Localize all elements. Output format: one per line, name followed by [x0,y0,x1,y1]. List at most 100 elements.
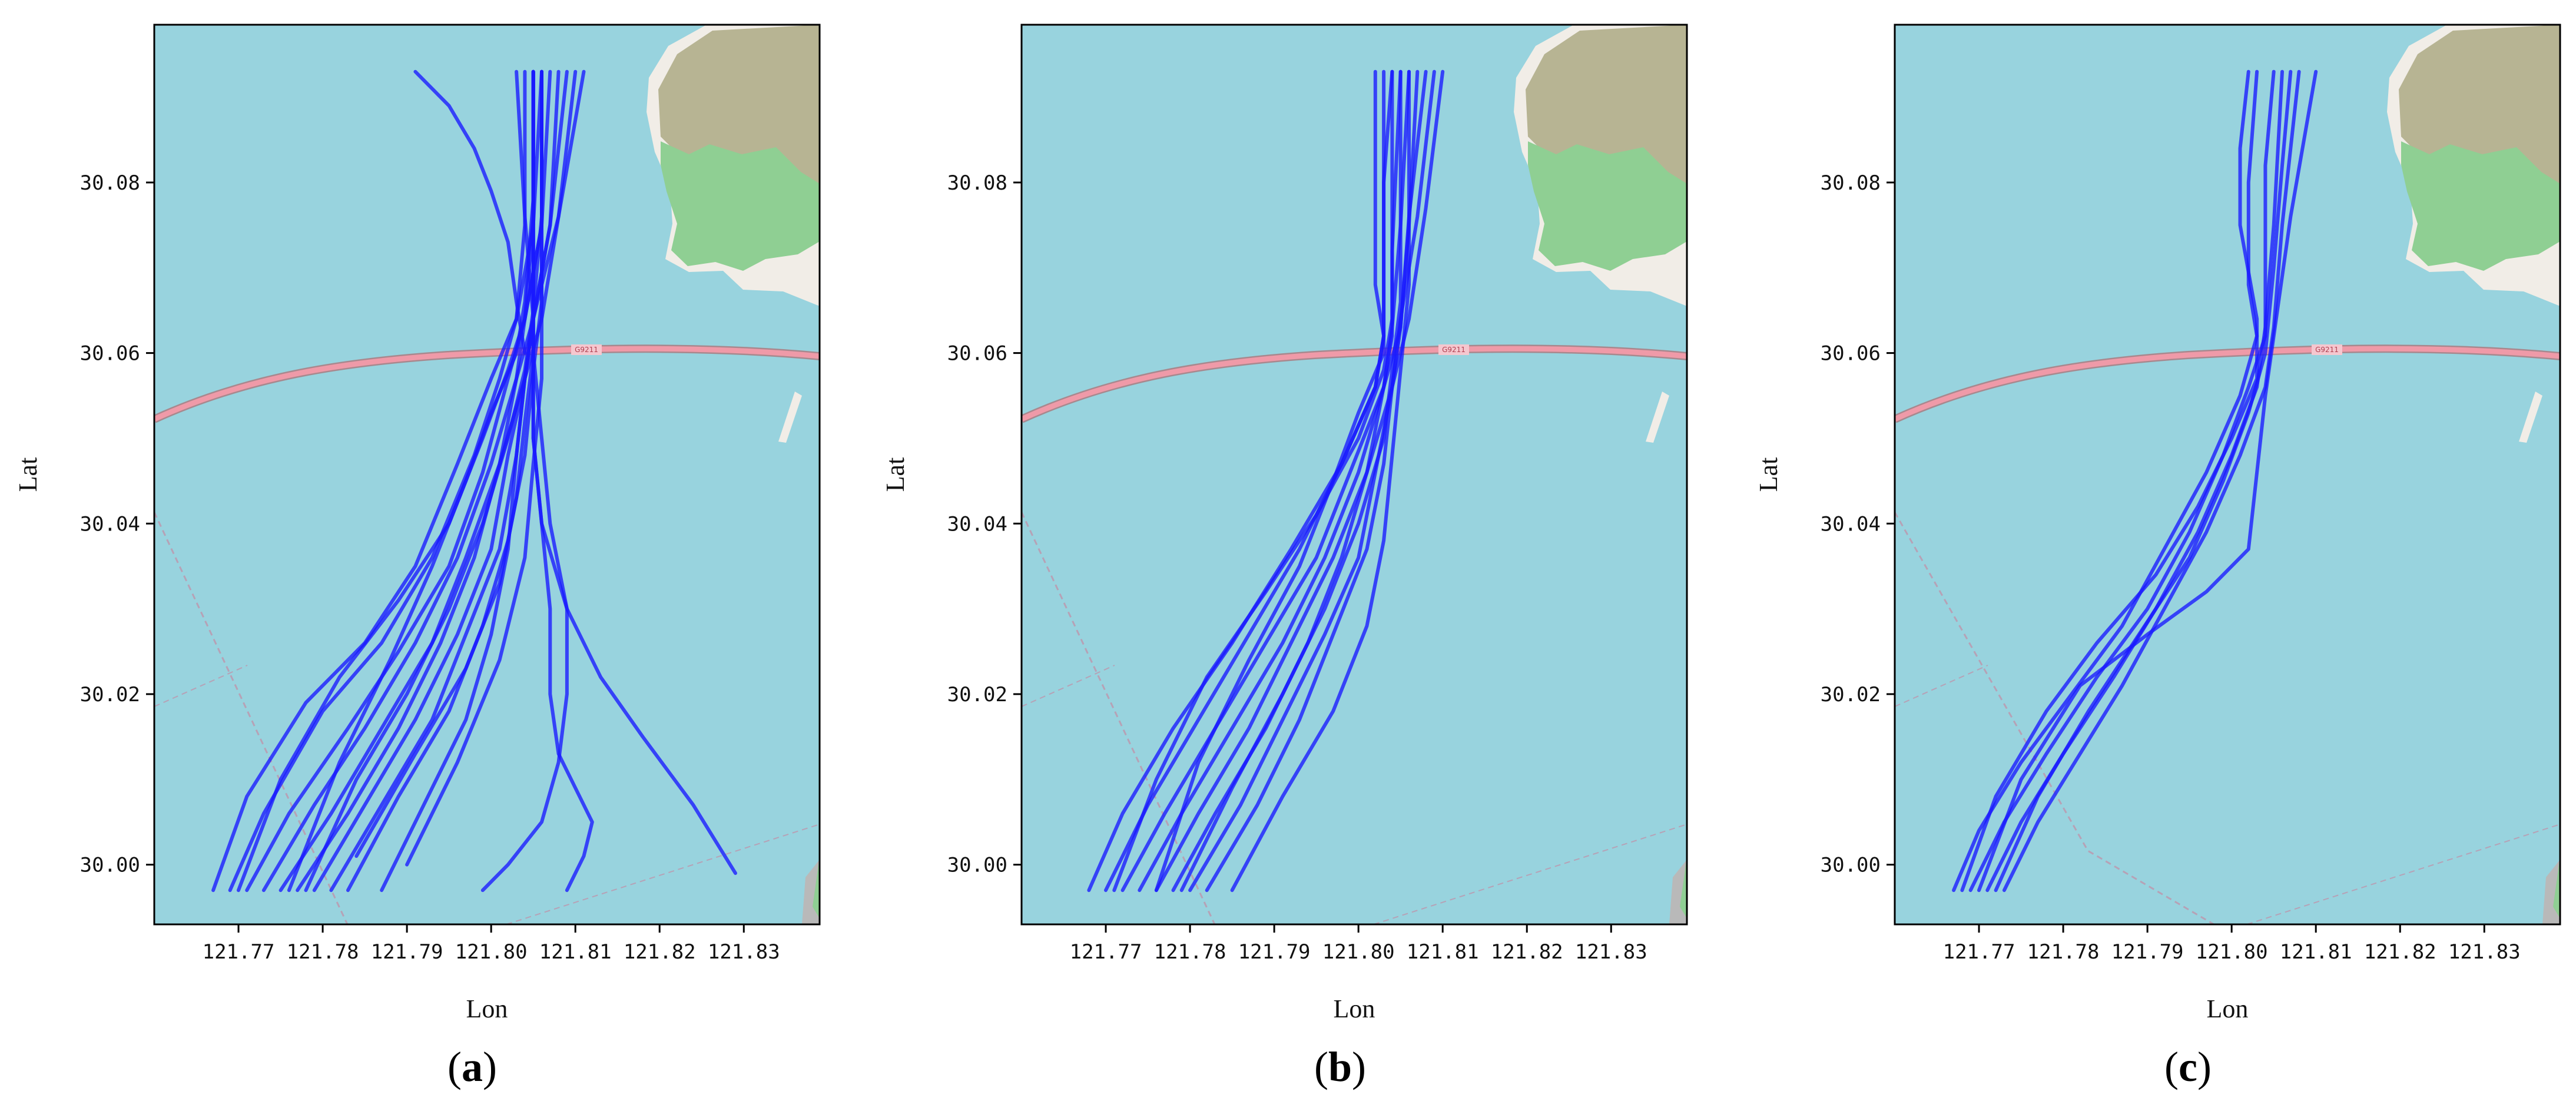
panel-caption: (a) [447,1043,497,1090]
plot-frame [1894,24,2561,926]
y-tick-label: 30.04 [1821,512,1881,536]
x-tick-label: 121.83 [2448,940,2521,964]
shore-land [1680,857,1687,918]
x-tick-label: 121.80 [455,940,528,964]
shipping-lane-line [154,512,349,924]
x-tick-label: 121.79 [1238,940,1311,964]
x-axis-title: Lon [2207,994,2249,1023]
y-tick-label: 30.02 [1821,683,1881,707]
x-tick-label: 121.82 [2364,940,2436,964]
y-tick-label: 30.02 [80,683,140,707]
y-tick-label: 30.04 [80,512,140,536]
sandbar [1646,392,1669,443]
shipping-lane-line [1022,512,1216,924]
y-tick-label: 30.00 [947,854,1007,877]
axes: 121.77 121.78 121.79 121.80 121.81 121.82 121.… [1821,171,2521,964]
map-background: G9211 [1895,25,2560,924]
shipping-lane-line [154,665,248,707]
vessel-trajectory [531,69,737,875]
trajectory-layer [1952,69,2318,893]
shipping-lane-line [2246,824,2560,924]
x-tick-label: 121.81 [1407,940,1479,964]
vessel-trajectory [1968,69,2276,893]
vessel-trajectory [304,69,543,893]
x-tick-label: 121.78 [2027,940,2100,964]
shipping-lane-line [1895,665,1988,707]
plot-frame [1020,24,1688,926]
panel-c: G9211 121.77 121.78 121.79 121.80 121.81 121.… [1754,24,2561,1090]
vessel-trajectory [1960,69,2259,893]
trajectory-layer [211,69,737,893]
road-shield [1438,344,1469,355]
shore-land [2553,857,2560,918]
vessel-trajectory [1205,69,1445,893]
y-tick-label: 30.00 [1821,854,1881,877]
vessel-trajectory [380,69,535,893]
vessel-trajectory [1977,69,2318,893]
x-tick-label: 121.79 [2111,940,2184,964]
y-tick-label: 30.08 [1821,171,1881,195]
road-label: G9211 [575,346,598,354]
map-background: G9211 [154,25,820,924]
y-axis-title: Lat [1754,457,1783,492]
x-tick-label: 121.82 [1491,940,1563,964]
y-tick-label: 30.04 [947,512,1007,536]
axes: 121.77 121.78 121.79 121.80 121.81 121.82 121.… [947,171,1647,964]
bridge-road [1022,346,1687,422]
y-tick-label: 30.06 [1821,342,1881,366]
x-tick-label: 121.80 [2196,940,2268,964]
vessel-trajectory [1994,69,2293,893]
park-area [1528,141,1687,271]
x-tick-label: 121.78 [1154,940,1226,964]
vessel-trajectory [1138,69,1411,893]
hill-land [2399,25,2560,184]
vessel-trajectory [1154,69,1386,893]
x-tick-label: 121.77 [1070,940,1142,964]
park-area [661,141,820,271]
x-tick-label: 121.82 [624,940,696,964]
vessel-trajectory [405,69,543,867]
x-tick-label: 121.80 [1322,940,1395,964]
vessel-trajectory [228,69,535,893]
y-tick-label: 30.06 [80,342,140,366]
y-axis-title: Lat [14,457,42,492]
vessel-trajectory [1179,69,1403,893]
panel-caption: (b) [1314,1043,1366,1090]
x-tick-label: 121.77 [203,940,275,964]
y-tick-label: 30.06 [947,342,1007,366]
vessel-trajectory [329,69,586,893]
park-area [2401,141,2560,271]
x-tick-label: 121.83 [708,940,780,964]
road-label: G9211 [1442,346,1466,354]
panel-b: G9211 121.77 121.78 121.79 121.80 121.81 121.… [881,24,1688,1090]
y-tick-label: 30.00 [80,854,140,877]
shipping-lane-line [1373,824,1687,924]
map-background: G9211 [1022,25,1687,924]
x-tick-label: 121.81 [539,940,612,964]
x-tick-label: 121.78 [287,940,359,964]
shipping-lane-line [1022,665,1115,707]
bridge-road [154,346,820,422]
plot-frame [153,24,821,926]
sandbar [778,392,802,443]
sandbar [2519,392,2542,443]
x-tick-label: 121.79 [371,940,443,964]
vessel-trajectory [1112,69,1394,893]
vessel-trajectory [413,69,527,355]
axes: 121.77 121.78 121.79 121.80 121.81 121.82 121.… [80,171,780,964]
road-shield [2312,344,2342,355]
x-axis-title: Lon [1334,994,1375,1023]
vessel-trajectory [1230,69,1411,893]
vessel-trajectory [211,69,527,893]
y-tick-label: 30.08 [947,171,1007,195]
road-label: G9211 [2315,346,2339,354]
trajectory-layer [1087,69,1445,893]
x-tick-label: 121.81 [2280,940,2352,964]
panel-caption: (c) [2164,1043,2212,1090]
x-axis-title: Lon [466,994,508,1023]
y-axis-title: Lat [881,457,910,492]
panel-a: G9211 121.77 121.78 121.79 121.80 121.81 121.… [14,24,821,1090]
vessel-trajectory [312,69,578,893]
shore-land [813,857,820,918]
